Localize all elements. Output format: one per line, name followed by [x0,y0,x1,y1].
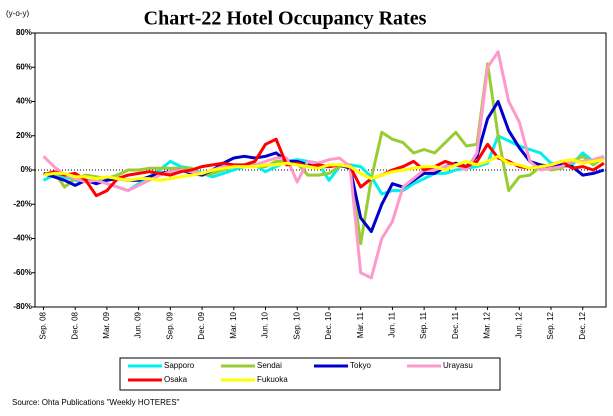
series-line [42,50,605,280]
y-axis-label: (y-o-y) [6,9,29,18]
y-tick-label: 0% [20,165,32,174]
legend-label: Tokyo [350,361,371,370]
legend-label: Urayasu [443,361,473,370]
x-tick-label: Mar. 11 [356,311,365,338]
y-tick-label: 20% [16,131,32,140]
x-tick-label: Mar. 12 [483,311,492,338]
x-tick-label: Mar. 10 [229,311,238,338]
legend-label: Sendai [257,361,282,370]
x-tick-label: Dec. 10 [324,311,333,339]
x-tick-label: Dec. 12 [578,311,587,339]
x-tick-label: Sep. 08 [39,311,48,339]
x-tick-label: Sep. 09 [165,311,174,339]
legend-box [119,357,501,391]
series-line [43,154,605,182]
x-tick-label: Mar. 09 [102,311,111,338]
x-tick-label: Jun. 11 [388,311,397,337]
series-line [43,62,605,246]
legend-label: Osaka [164,375,188,384]
legend-label: Fukuoka [257,375,288,384]
chart-title: Chart-22 Hotel Occupancy Rates [144,8,427,30]
y-tick-label: -20% [13,199,32,208]
y-tick-label: 40% [16,97,32,106]
x-tick-label: Jun. 10 [261,311,270,338]
y-tick-label: 80% [16,28,32,37]
x-tick-label: Sep. 12 [546,311,555,339]
x-tick-label: Jun. 09 [134,311,143,338]
x-tick-label: Sep. 10 [292,311,301,339]
x-tick-label: Dec. 11 [451,311,460,339]
legend-label: Sapporo [164,361,195,370]
x-tick-label: Dec. 09 [197,311,206,339]
y-tick-label: -40% [13,234,32,243]
x-tick-label: Dec. 08 [70,311,79,339]
x-tick-label: Jun. 12 [514,311,523,338]
x-tick-label: Sep. 11 [419,311,428,339]
y-tick-label: -60% [13,268,32,277]
source-note: Source: Ohta Publications "Weekly HOTERE… [12,398,180,407]
y-tick-label: 60% [16,62,32,71]
y-tick-label: -80% [13,302,32,311]
